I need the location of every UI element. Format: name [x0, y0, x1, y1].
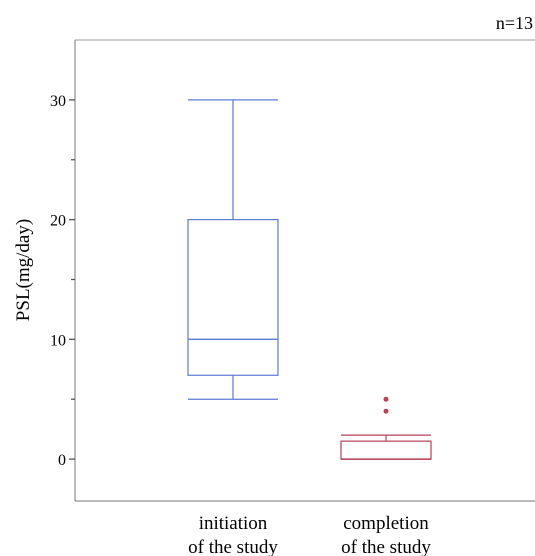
x-category-label: completion of the study: [341, 513, 431, 556]
box-body: [340, 440, 432, 460]
y-axis-label: PSL(mg/day): [13, 219, 34, 321]
box-1: [187, 99, 279, 400]
box-2: [340, 396, 432, 460]
sample-size-annotation: n=13: [496, 13, 533, 33]
y-tick-label: 20: [50, 213, 66, 230]
y-tick-label: 0: [58, 452, 66, 469]
x-category-label: initiation of the study: [188, 513, 278, 556]
y-axis-ticks: 0 10 20 30: [50, 93, 75, 469]
y-tick-label: 10: [50, 332, 66, 349]
box-body: [187, 219, 279, 376]
outlier-point: [383, 408, 389, 414]
outlier-point: [383, 396, 389, 402]
y-tick-label: 30: [50, 93, 66, 110]
boxes: [187, 99, 432, 460]
x-axis-category-labels: initiation of the study completion of the s…: [188, 513, 431, 556]
